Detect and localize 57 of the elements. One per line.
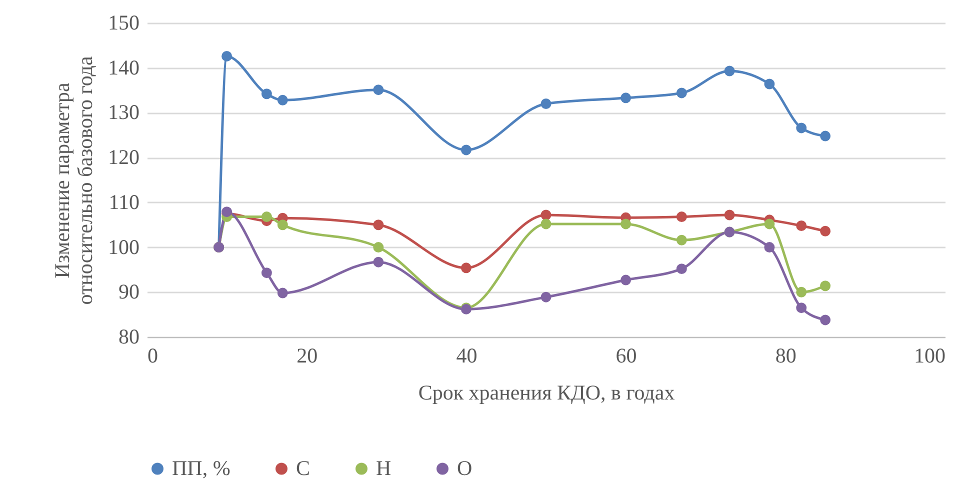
x-tick-label: 80: [775, 344, 796, 368]
legend-label: O: [457, 456, 472, 480]
point: [724, 210, 735, 220]
point: [676, 212, 687, 222]
point: [764, 242, 775, 253]
point: [540, 292, 552, 302]
point: [676, 264, 687, 274]
y-tick-label: 140: [108, 55, 140, 80]
point: [540, 210, 552, 220]
legend-label: C: [296, 456, 310, 480]
point: [764, 218, 775, 230]
point: [620, 218, 632, 230]
point: [764, 78, 775, 90]
point: [460, 262, 472, 274]
point: [796, 302, 807, 314]
point: [796, 286, 807, 298]
point: [796, 220, 807, 231]
point: [676, 88, 687, 98]
point: [277, 94, 288, 106]
point: [676, 234, 687, 246]
point: [460, 144, 472, 156]
point: [540, 218, 552, 230]
y-tick-label: 80: [118, 324, 140, 348]
point: [796, 122, 807, 134]
point: [620, 92, 632, 104]
y-tick-label: 150: [108, 10, 140, 34]
point: [373, 84, 384, 96]
x-tick-label: 0: [148, 344, 158, 368]
y-tick-label: 100: [108, 234, 140, 259]
y-axis-title: Изменение параметра относительно базового года: [50, 56, 97, 305]
y-tick-label: 110: [108, 190, 140, 214]
point: [620, 274, 632, 286]
point: [820, 130, 831, 142]
y-tick-label: 90: [118, 280, 140, 304]
point: [820, 226, 831, 236]
x-axis-title: Срок хранения КДО, в годах: [418, 380, 676, 404]
x-tick-label: 20: [296, 344, 318, 368]
point: [373, 220, 384, 230]
point: [277, 288, 288, 298]
y-tick-label: 130: [108, 100, 140, 124]
point: [277, 220, 288, 230]
point: [222, 50, 232, 62]
point: [373, 242, 384, 253]
x-tick-label: 60: [616, 344, 637, 368]
point: [820, 314, 831, 326]
point: [373, 256, 384, 268]
legend-label: H: [376, 456, 392, 480]
point: [261, 212, 272, 222]
point: [261, 88, 272, 100]
x-tick-label: 40: [456, 344, 478, 368]
legend-label: ПП, %: [172, 456, 230, 480]
point: [724, 66, 735, 76]
y-tick-label: 120: [108, 145, 140, 170]
x-tick-label: 100: [914, 344, 946, 368]
point: [540, 98, 552, 109]
point: [261, 268, 272, 278]
point: [820, 280, 831, 292]
